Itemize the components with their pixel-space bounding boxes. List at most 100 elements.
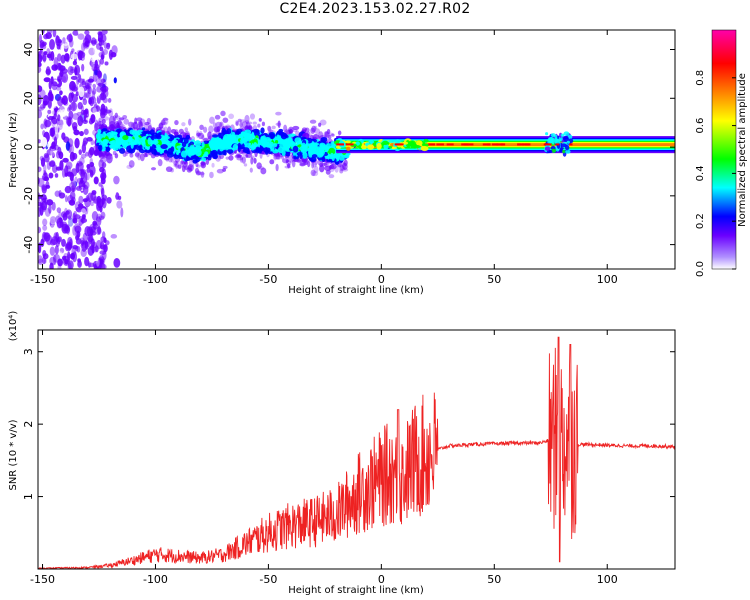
- heatmap-cell: [89, 223, 96, 232]
- heatmap-cell: [78, 195, 84, 204]
- colorbar-tick-label: 0.6: [695, 118, 706, 134]
- heatmap-cell: [77, 33, 85, 40]
- heatmap-cell: [177, 164, 182, 169]
- heatmap-cell: [84, 40, 90, 47]
- heatmap-cell: [282, 158, 289, 164]
- heatmap-cell: [197, 171, 205, 176]
- heatmap-cell: [286, 143, 291, 148]
- heatmap-cell: [544, 146, 551, 151]
- spectrogram-x-tick-label: -50: [259, 273, 277, 286]
- heatmap-cell: [102, 249, 107, 261]
- heatmap-cell: [284, 165, 292, 169]
- heatmap-cell: [41, 184, 48, 191]
- heatmap-cell: [566, 140, 571, 144]
- heatmap-cell: [310, 127, 316, 134]
- heatmap-cell: [85, 205, 89, 215]
- heatmap-cell: [223, 133, 231, 142]
- heatmap-cell: [428, 143, 435, 146]
- heatmap-cell: [70, 185, 75, 193]
- heatmap-cell: [38, 201, 42, 213]
- heatmap-cell: [84, 151, 89, 157]
- heatmap-cell: [345, 140, 351, 144]
- heatmap-cell: [38, 85, 43, 93]
- heatmap-cell: [550, 133, 556, 138]
- heatmap-cell: [87, 149, 93, 159]
- heatmap-cell: [69, 80, 76, 91]
- heatmap-cell: [82, 98, 88, 106]
- heatmap-cell: [82, 43, 90, 50]
- heatmap-cell: [64, 172, 68, 177]
- heatmap-cell: [413, 145, 421, 149]
- heatmap-cell: [44, 208, 51, 217]
- heatmap-cell: [246, 125, 251, 130]
- heatmap-cell: [74, 137, 80, 149]
- heatmap-cell: [62, 38, 69, 47]
- heatmap-cell: [394, 139, 401, 144]
- heatmap-cell: [107, 153, 113, 157]
- heatmap-cell: [51, 117, 58, 125]
- heatmap-cell: [200, 161, 207, 166]
- heatmap-cell: [181, 122, 186, 127]
- heatmap-cell: [78, 51, 86, 59]
- snr-x-tick-label: 100: [597, 573, 618, 586]
- heatmap-cell: [239, 138, 248, 144]
- heatmap-cell: [244, 125, 249, 131]
- heatmap-cell: [50, 107, 55, 117]
- heatmap-cell: [46, 142, 51, 148]
- heatmap-cell: [225, 156, 230, 160]
- heatmap-cell: [92, 260, 100, 269]
- heatmap-cell: [253, 157, 257, 164]
- heatmap-cell: [62, 37, 66, 44]
- heatmap-cell: [168, 156, 173, 163]
- heatmap-cell: [313, 133, 320, 140]
- heatmap-cell: [150, 154, 156, 159]
- heatmap-cell: [338, 156, 345, 161]
- heatmap-cell: [75, 74, 82, 83]
- heatmap-cell: [299, 159, 306, 166]
- heatmap-cell: [551, 137, 555, 145]
- heatmap-cell: [318, 122, 322, 127]
- heatmap-cell: [138, 121, 143, 129]
- heatmap-cell: [54, 123, 59, 135]
- spectrogram-y-tick-label: 20: [22, 91, 35, 105]
- heatmap-cell: [64, 195, 68, 203]
- heatmap-cell: [38, 54, 43, 63]
- heatmap-cell: [41, 30, 45, 34]
- heatmap-cell: [105, 156, 112, 160]
- heatmap-cell: [302, 151, 308, 159]
- heatmap-cell: [58, 72, 63, 77]
- heatmap-cell: [304, 127, 310, 133]
- heatmap-cell: [565, 149, 571, 154]
- heatmap-cell: [83, 92, 90, 98]
- heatmap-cell: [117, 195, 122, 200]
- heatmap-cell: [215, 121, 223, 128]
- heatmap-cell: [86, 137, 93, 142]
- heatmap-cell: [220, 110, 226, 117]
- heatmap-cell: [376, 142, 382, 150]
- heatmap-cell: [122, 134, 129, 141]
- heatmap-cell: [136, 117, 143, 122]
- spectrogram-y-tick-label: 0: [22, 144, 35, 151]
- heatmap-cell: [277, 120, 281, 128]
- heatmap-cell: [312, 161, 317, 168]
- heatmap-cell: [60, 44, 65, 53]
- heatmap-cell: [189, 144, 195, 151]
- heatmap-cell: [261, 121, 265, 127]
- heatmap-cell: [49, 39, 55, 50]
- heatmap-cell: [156, 134, 162, 140]
- heatmap-cell: [38, 109, 43, 119]
- heatmap-cell: [69, 172, 74, 182]
- heatmap-cell: [211, 162, 215, 168]
- heatmap-cell: [345, 143, 354, 146]
- heatmap-cell: [86, 164, 91, 169]
- heatmap-cell: [100, 90, 105, 100]
- heatmap-cell: [60, 54, 66, 64]
- heatmap-cell: [97, 257, 104, 264]
- colorbar-tick-label: 0.0: [695, 261, 706, 277]
- heatmap-cell: [62, 255, 70, 267]
- heatmap-cell: [95, 64, 100, 71]
- heatmap-cell: [68, 144, 75, 155]
- heatmap-cell: [274, 139, 279, 144]
- heatmap-cell: [288, 133, 296, 138]
- heatmap-cell: [43, 51, 48, 56]
